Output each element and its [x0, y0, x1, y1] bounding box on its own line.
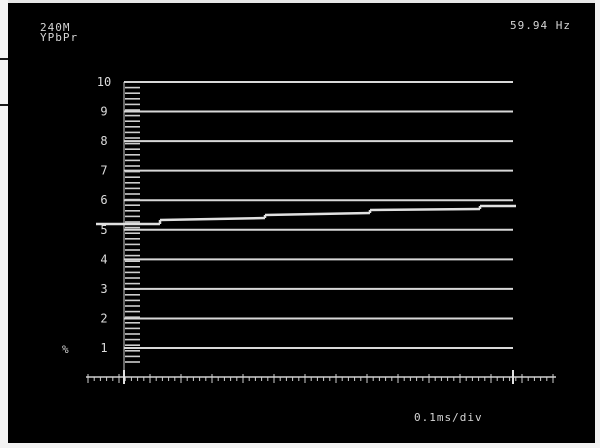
waveform-trace	[96, 204, 516, 226]
percent-unit-label: %	[62, 343, 70, 356]
screenshot-border-right	[595, 0, 600, 448]
waveform-segment	[369, 207, 481, 212]
graticule-lines	[124, 81, 513, 349]
horizontal-scale-ticks	[86, 370, 556, 384]
y-label-10: 10	[97, 75, 111, 89]
screenshot-border-top	[0, 0, 600, 3]
y-label-4: 4	[100, 252, 107, 266]
waveform-segment	[159, 216, 266, 222]
screenshot-border-left	[0, 0, 8, 448]
y-label-7: 7	[100, 164, 107, 178]
frame-rate-readout: 59.94 Hz	[510, 19, 571, 32]
timebase-readout: 0.1ms/div	[414, 411, 483, 424]
y-label-3: 3	[100, 282, 107, 296]
y-label-6: 6	[100, 193, 107, 207]
screenshot-border-bottom	[0, 443, 600, 448]
y-label-9: 9	[100, 105, 107, 119]
border-notch	[0, 104, 8, 106]
border-notch	[0, 58, 8, 60]
vertical-scale-ticks	[123, 81, 140, 372]
y-label-1: 1	[100, 341, 107, 355]
waveform-segment	[264, 211, 371, 217]
color-space-label: YPbPr	[40, 31, 79, 44]
video-format-label: 240M	[40, 21, 71, 34]
y-label-8: 8	[100, 134, 107, 148]
y-label-2: 2	[100, 311, 107, 325]
y-label-5: 5	[100, 223, 107, 237]
graticule-y-labels: 10 9 8 7 6 5 4 3 2 1	[97, 75, 111, 355]
